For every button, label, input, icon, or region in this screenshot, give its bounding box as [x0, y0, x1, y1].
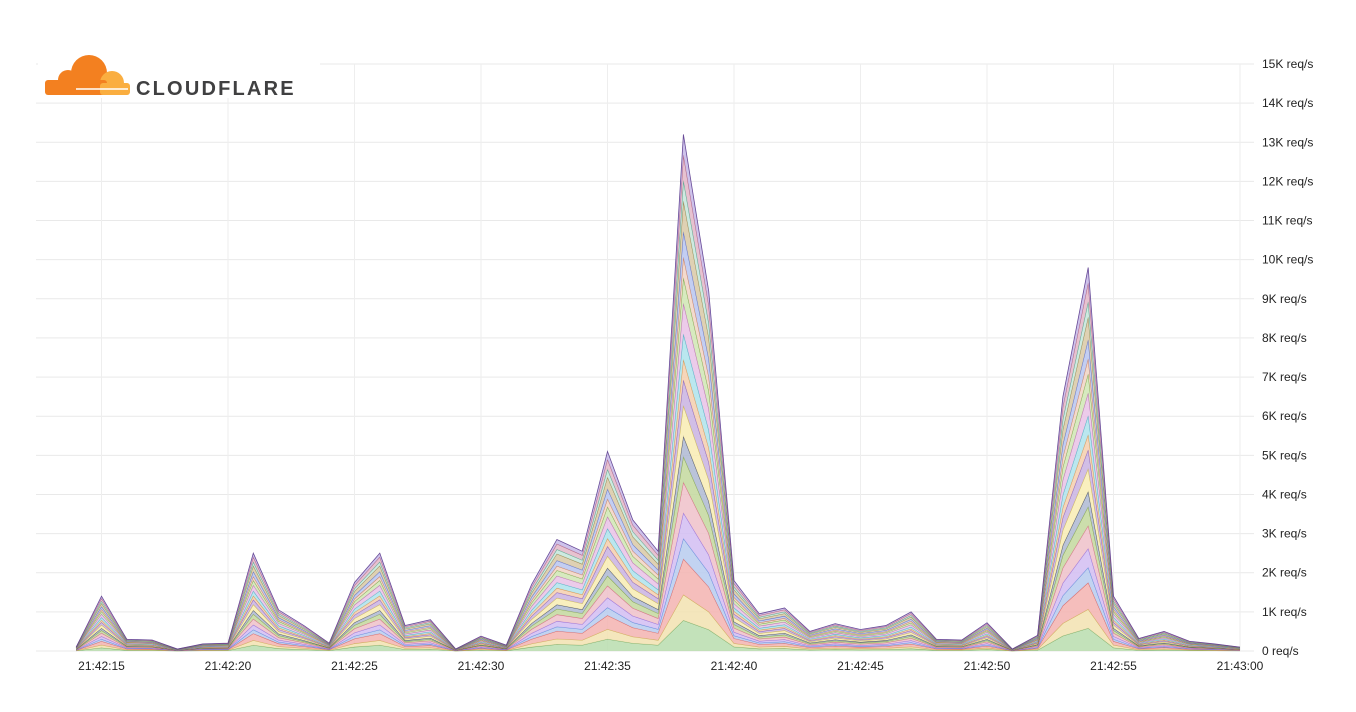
- cloud-icon: [45, 55, 130, 95]
- y-tick-label: 11K req/s: [1262, 214, 1312, 228]
- cloudflare-logo: CLOUDFLARE: [38, 48, 320, 100]
- y-tick-label: 9K req/s: [1262, 292, 1307, 306]
- y-tick-label: 5K req/s: [1262, 448, 1307, 462]
- chart-series-areas: [75, 134, 1241, 652]
- y-tick-label: 7K req/s: [1262, 370, 1307, 384]
- x-tick-label: 21:42:30: [458, 659, 505, 673]
- y-tick-label: 0 req/s: [1262, 644, 1299, 658]
- x-tick-label: 21:42:35: [584, 659, 631, 673]
- x-tick-label: 21:42:50: [964, 659, 1011, 673]
- x-tick-label: 21:42:25: [331, 659, 378, 673]
- y-tick-label: 6K req/s: [1262, 409, 1307, 423]
- y-tick-label: 14K req/s: [1262, 96, 1313, 110]
- x-tick-label: 21:43:00: [1217, 659, 1264, 673]
- y-tick-label: 8K req/s: [1262, 331, 1307, 345]
- y-tick-label: 4K req/s: [1262, 487, 1307, 501]
- logo-wordmark: CLOUDFLARE: [136, 78, 296, 100]
- y-tick-label: 1K req/s: [1262, 605, 1307, 619]
- y-tick-label: 10K req/s: [1262, 253, 1313, 267]
- series-line: [75, 359, 1241, 651]
- y-axis-ticks: 0 req/s 1K req/s 2K req/s 3K req/s 4K req/s 5…: [1262, 57, 1313, 658]
- y-tick-label: 3K req/s: [1262, 527, 1307, 541]
- x-tick-label: 21:42:15: [78, 659, 125, 673]
- x-tick-label: 21:42:20: [205, 659, 252, 673]
- y-tick-label: 15K req/s: [1262, 57, 1313, 71]
- series-line: [75, 134, 1241, 650]
- x-tick-label: 21:42:45: [837, 659, 884, 673]
- y-tick-label: 2K req/s: [1262, 566, 1307, 580]
- x-tick-label: 21:42:40: [711, 659, 758, 673]
- series-line: [76, 594, 1241, 652]
- x-tick-label: 21:42:55: [1090, 659, 1137, 673]
- x-axis-ticks: 21:42:15 21:42:20 21:42:25 21:42:30 21:42:35…: [78, 659, 1264, 673]
- y-tick-label: 13K req/s: [1262, 135, 1313, 149]
- y-tick-label: 12K req/s: [1262, 174, 1313, 188]
- chart-grid: [36, 63, 1254, 652]
